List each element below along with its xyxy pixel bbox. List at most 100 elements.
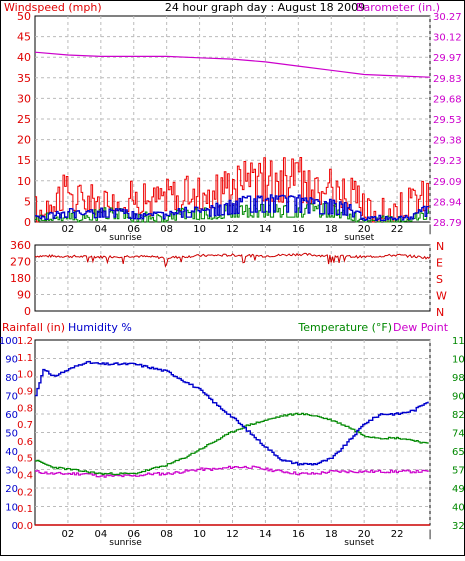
dewpoint-axis-label: Dew Point [393, 321, 449, 334]
windspeed-tick-label: 45 [17, 31, 31, 44]
windspeed-tick-label: 0 [24, 216, 31, 229]
barometer-tick-label: 29.23 [433, 156, 462, 167]
windspeed-tick-label: 30 [17, 92, 31, 105]
time-tick-label: 12 [226, 529, 239, 540]
time-tick-label: 16 [292, 224, 305, 235]
time-tick-label: 08 [160, 529, 173, 540]
compass-label: E [436, 257, 443, 270]
time-tick-label: 04 [94, 529, 107, 540]
rainfall-tick-label: 0.4 [17, 471, 33, 482]
direction-tick-label: 90 [17, 289, 31, 302]
wind-average-line [35, 194, 430, 222]
windspeed-tick-label: 40 [17, 51, 31, 64]
time-tick-label: 22 [391, 224, 404, 235]
humidity-tick-label: 90 [5, 355, 18, 366]
time-tick-label: 18 [325, 529, 338, 540]
time-tick-label: 14 [259, 224, 272, 235]
humidity-tick-label: 30 [5, 466, 18, 477]
windspeed-tick-label: 25 [17, 113, 31, 126]
time-tick-label: 18 [325, 224, 338, 235]
compass-label: S [436, 273, 443, 286]
rainfall-tick-label: 0.2 [17, 487, 33, 498]
humidity-tick-label: 80 [5, 373, 18, 384]
barometer-line [34, 51, 431, 78]
temperature-tick-label: 32 [452, 521, 465, 532]
compass-label: N [436, 306, 444, 319]
time-tick-label: 10 [193, 529, 206, 540]
temperature-tick-label: 40 [452, 503, 465, 514]
temperature-tick-label: 98 [452, 373, 465, 384]
rainfall-tick-label: 0.9 [17, 386, 33, 397]
temperature-axis-label: Temperature (°F) [297, 321, 392, 334]
barometer-axis-label: Barometer (in.) [356, 1, 440, 14]
barometer-tick-label: 30.12 [433, 33, 462, 44]
barometer-tick-label: 30.27 [433, 12, 462, 23]
direction-tick-label: 360 [10, 239, 31, 252]
time-tick-label: 20 [358, 529, 371, 540]
temperature-tick-label: 115 [452, 336, 465, 347]
temperature-tick-label: 74 [452, 429, 465, 440]
barometer-tick-label: 29.83 [433, 74, 462, 85]
sunrise-label: sunrise [109, 538, 142, 548]
sunrise-label: sunrise [109, 233, 142, 243]
compass-label: N [436, 240, 444, 253]
barometer-tick-label: 28.79 [433, 218, 462, 229]
temperature-line [35, 412, 429, 476]
chart-title: 24 hour graph day : August 18 2009 [165, 1, 365, 14]
dewpoint-line [35, 465, 429, 478]
rainfall-tick-label: 0.1 [17, 504, 33, 515]
barometer-tick-label: 29.38 [433, 136, 462, 147]
direction-tick-label: 180 [10, 272, 31, 285]
sunset-label: sunset [344, 538, 374, 548]
temperature-tick-label: 57 [452, 466, 465, 477]
time-tick-label: 14 [259, 529, 272, 540]
time-tick-label: | [428, 224, 431, 235]
rainfall-tick-label: 0.7 [17, 420, 33, 431]
time-tick-label: 20 [358, 224, 371, 235]
time-tick-label: 06 [127, 529, 140, 540]
rainfall-tick-label: 1.1 [17, 353, 33, 364]
time-tick-label: 06 [127, 224, 140, 235]
windspeed-tick-label: 15 [17, 154, 31, 167]
rainfall-tick-label: 1.2 [17, 336, 33, 347]
rainfall-tick-label: 0.6 [17, 437, 33, 448]
barometer-tick-label: 29.09 [433, 177, 462, 188]
time-tick-label: | [428, 529, 431, 540]
rainfall-tick-label: 1.0 [17, 370, 33, 381]
windspeed-tick-label: 10 [17, 175, 31, 188]
time-tick-label: 02 [62, 529, 75, 540]
temperature-tick-label: 82 [452, 410, 465, 421]
time-tick-label: 22 [391, 529, 404, 540]
humidity-line [35, 360, 429, 466]
time-tick-label: 12 [226, 224, 239, 235]
direction-tick-label: 270 [10, 256, 31, 269]
rainfall-axis-label: Rainfall (in) [2, 321, 65, 334]
time-tick-label: 02 [62, 224, 75, 235]
barometer-tick-label: 29.68 [433, 94, 462, 105]
windspeed-tick-label: 20 [17, 134, 31, 147]
barometer-tick-label: 29.53 [433, 115, 462, 126]
barometer-tick-label: 28.94 [433, 197, 462, 208]
temperature-tick-label: 107 [452, 355, 465, 366]
rainfall-tick-label: 0.8 [17, 403, 33, 414]
compass-label: W [436, 290, 447, 303]
time-tick-label: 10 [193, 224, 206, 235]
sunset-label: sunset [344, 233, 374, 243]
humidity-tick-label: 0 [12, 521, 18, 532]
windspeed-tick-label: 5 [24, 195, 31, 208]
humidity-tick-label: 10 [5, 503, 18, 514]
humidity-tick-label: 60 [5, 410, 18, 421]
time-tick-label: 04 [94, 224, 107, 235]
time-tick-label: 16 [292, 529, 305, 540]
barometer-tick-label: 29.97 [433, 53, 462, 64]
humidity-tick-label: 20 [5, 484, 18, 495]
temperature-tick-label: 65 [452, 447, 465, 458]
humidity-tick-label: 40 [5, 447, 18, 458]
humidity-tick-label: 100 [0, 336, 18, 347]
temperature-tick-label: 90 [452, 392, 465, 403]
time-tick-label: 08 [160, 224, 173, 235]
humidity-tick-label: 70 [5, 392, 18, 403]
windspeed-axis-label: Windspeed (mph) [4, 1, 102, 14]
